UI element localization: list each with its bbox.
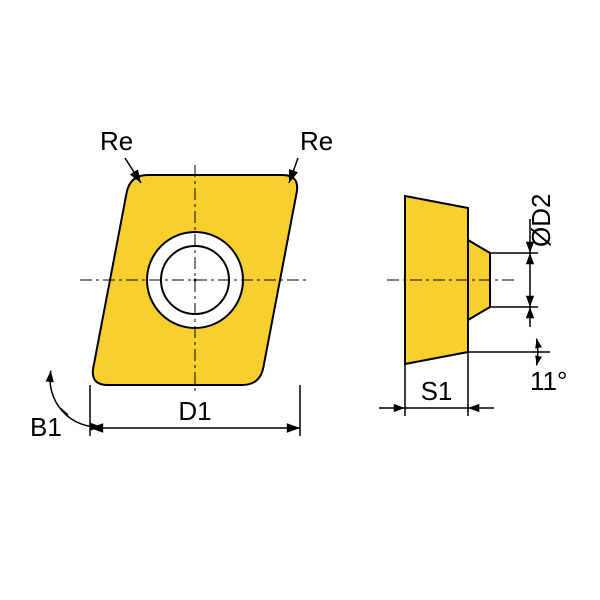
label-B1: B1	[30, 412, 62, 442]
label-S1: S1	[421, 376, 453, 406]
leader-Re-left-text: Re	[100, 126, 133, 156]
label-D2: ØD2	[526, 194, 556, 247]
center-point	[194, 279, 197, 282]
leader-Re-right-text: Re	[300, 126, 333, 156]
label-angle: 11°	[530, 366, 567, 396]
label-D1: D1	[178, 396, 211, 426]
